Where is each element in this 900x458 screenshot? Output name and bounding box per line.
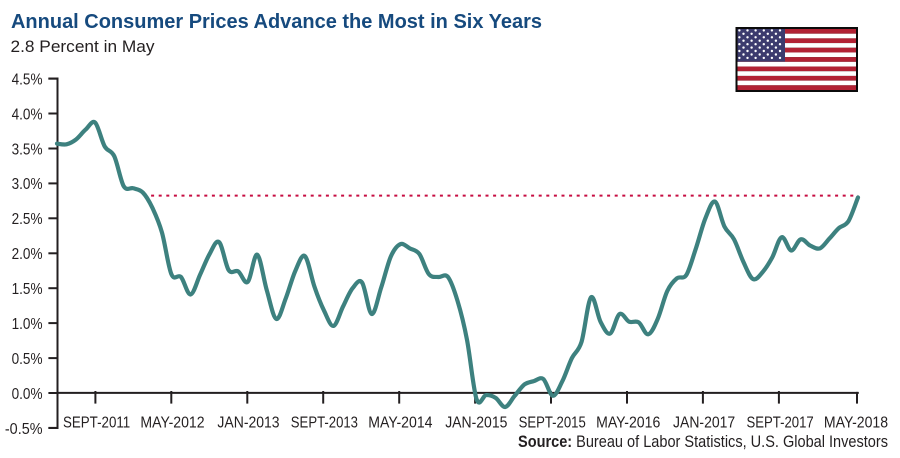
- svg-text:MAY-2016: MAY-2016: [596, 415, 660, 432]
- svg-text:Annual Consumer Prices Advance: Annual Consumer Prices Advance the Most …: [11, 11, 542, 33]
- svg-text:JAN-2013: JAN-2013: [217, 415, 279, 432]
- svg-text:3.5%: 3.5%: [12, 141, 43, 158]
- svg-text:0.0%: 0.0%: [12, 386, 43, 403]
- svg-text:JAN-2015: JAN-2015: [445, 415, 507, 432]
- svg-text:SEPT-2011: SEPT-2011: [63, 415, 130, 432]
- svg-text:Source: Bureau of Labor Statis: Source: Bureau of Labor Statistics, U.S.…: [518, 433, 888, 451]
- svg-text:1.0%: 1.0%: [12, 316, 43, 333]
- svg-text:JAN-2017: JAN-2017: [673, 415, 735, 432]
- svg-text:3.0%: 3.0%: [12, 176, 43, 193]
- svg-text:MAY-2014: MAY-2014: [368, 415, 432, 432]
- svg-text:4.5%: 4.5%: [12, 71, 43, 88]
- svg-text:MAY-2018: MAY-2018: [824, 415, 888, 432]
- svg-text:0.5%: 0.5%: [12, 351, 43, 368]
- svg-text:MAY-2012: MAY-2012: [140, 415, 204, 432]
- svg-text:2.5%: 2.5%: [12, 211, 43, 228]
- svg-text:SEPT-2013: SEPT-2013: [291, 415, 358, 432]
- svg-text:2.8 Percent in May: 2.8 Percent in May: [11, 37, 155, 56]
- svg-text:2.0%: 2.0%: [12, 246, 43, 263]
- svg-text:-0.5%: -0.5%: [5, 421, 43, 438]
- svg-text:4.0%: 4.0%: [12, 106, 43, 123]
- svg-text:1.5%: 1.5%: [12, 281, 43, 298]
- svg-text:SEPT-2017: SEPT-2017: [747, 415, 814, 432]
- svg-text:SEPT-2015: SEPT-2015: [519, 415, 586, 432]
